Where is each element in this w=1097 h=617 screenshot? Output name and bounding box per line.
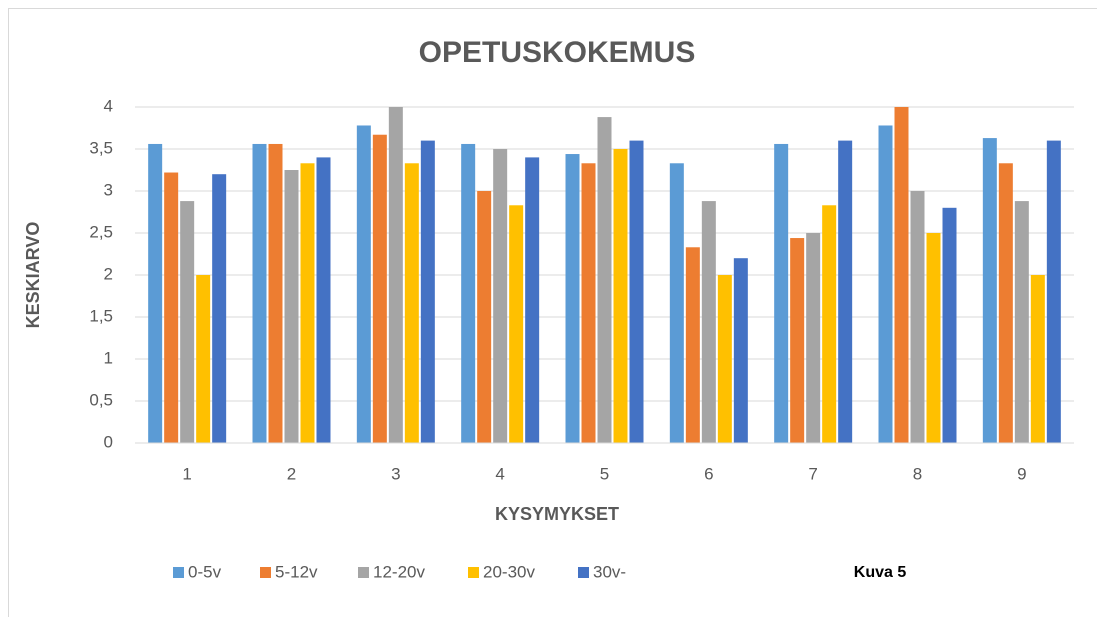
annotation: Kuva 5 — [854, 564, 907, 581]
bar — [774, 143, 789, 443]
bar — [701, 201, 716, 443]
bar — [509, 205, 524, 443]
x-tick-label: 3 — [391, 464, 400, 483]
y-tick-label: 3,5 — [89, 138, 113, 157]
bar — [894, 107, 909, 443]
bar — [926, 233, 941, 443]
x-tick-label: 7 — [808, 464, 817, 483]
bar — [356, 125, 371, 443]
bar — [838, 140, 853, 443]
y-tick-label: 3 — [104, 180, 113, 199]
bar — [268, 143, 283, 443]
y-tick-label: 4 — [104, 96, 113, 115]
x-tick-label: 6 — [704, 464, 713, 483]
bar — [822, 205, 837, 443]
bar — [685, 247, 700, 443]
bar — [613, 149, 628, 443]
bar — [525, 157, 540, 443]
bar — [493, 149, 508, 443]
bar — [942, 207, 957, 443]
bar — [878, 125, 893, 443]
bar — [806, 233, 821, 443]
bar — [420, 140, 435, 443]
bar — [1014, 201, 1029, 443]
x-tick-label: 4 — [495, 464, 504, 483]
legend-swatch — [468, 567, 479, 578]
bar — [733, 258, 748, 443]
legend-swatch — [578, 567, 589, 578]
bar — [982, 138, 997, 443]
y-tick-label: 2 — [104, 264, 113, 283]
y-tick-label: 2,5 — [89, 222, 113, 241]
bar — [196, 275, 211, 443]
bar — [316, 157, 331, 443]
bar — [477, 191, 492, 443]
legend-label: 0-5v — [188, 562, 222, 581]
bar — [148, 143, 163, 443]
bar — [300, 163, 315, 443]
legend-label: 20-30v — [483, 562, 535, 581]
bar — [284, 170, 299, 443]
x-tick-label: 2 — [287, 464, 296, 483]
x-tick-label: 5 — [600, 464, 609, 483]
bar — [717, 275, 732, 443]
x-axis-label: KYSYMYKSET — [495, 504, 619, 524]
legend-swatch — [260, 567, 271, 578]
bar — [597, 117, 612, 443]
bar — [252, 143, 267, 443]
legend-label: 5-12v — [275, 562, 318, 581]
bar — [565, 154, 580, 444]
y-tick-label: 1 — [104, 348, 113, 367]
chart-title: OPETUSKOKEMUS — [419, 36, 696, 69]
y-tick-label: 0,5 — [89, 390, 113, 409]
bar — [910, 191, 925, 443]
bar — [790, 238, 805, 443]
bar — [581, 163, 596, 443]
bar — [1030, 275, 1045, 443]
x-tick-label: 9 — [1017, 464, 1026, 483]
bar — [212, 174, 227, 443]
bar — [461, 143, 476, 443]
legend-swatch — [358, 567, 369, 578]
y-tick-label: 0 — [104, 432, 113, 451]
legend-label: 30v- — [593, 562, 626, 581]
x-tick-label: 8 — [913, 464, 922, 483]
bar — [998, 163, 1013, 443]
x-tick-label: 1 — [182, 464, 191, 483]
bar — [669, 163, 684, 443]
bar — [164, 172, 179, 443]
y-axis-label: KESKIARVO — [23, 222, 43, 329]
bar — [629, 140, 644, 443]
bar — [1046, 140, 1061, 443]
bar — [404, 163, 419, 443]
legend-swatch — [173, 567, 184, 578]
bar — [388, 107, 403, 443]
bar — [180, 201, 195, 443]
y-tick-label: 1,5 — [89, 306, 113, 325]
legend-label: 12-20v — [373, 562, 425, 581]
bar — [372, 134, 387, 443]
